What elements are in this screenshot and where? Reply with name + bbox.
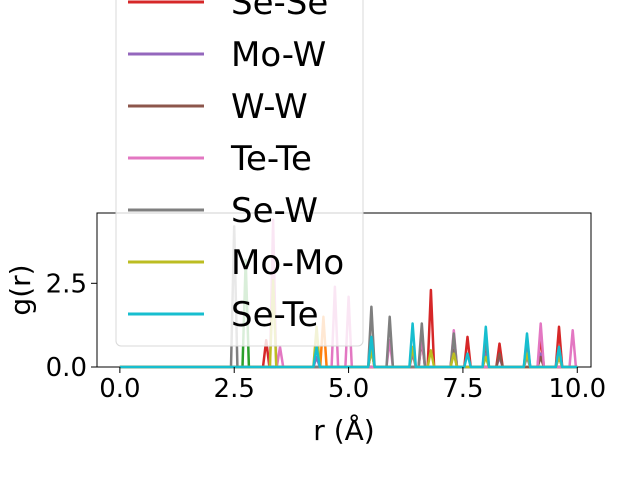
legend-label: Se-W bbox=[231, 191, 318, 231]
legend-label: Mo-W bbox=[231, 35, 326, 75]
x-axis-label: r (Å) bbox=[313, 413, 374, 447]
legend: Se-Se Mo-W W-W Te-Te Se-W Mo-Mo Se-Te bbox=[115, 0, 364, 347]
x-tick-label: 5.0 bbox=[328, 374, 369, 404]
x-tick-label: 0.0 bbox=[99, 374, 140, 404]
x-tick-label: 10.0 bbox=[548, 374, 606, 404]
x-tick-label: 2.5 bbox=[214, 374, 255, 404]
series-line-mo-w bbox=[119, 345, 578, 369]
legend-box bbox=[115, 0, 364, 347]
legend-label: Mo-Mo bbox=[231, 243, 344, 283]
legend-label: Te-Te bbox=[230, 139, 312, 179]
legend-label: W-W bbox=[231, 87, 308, 127]
x-axis-ticks: 0.0 2.5 5.0 7.5 10.0 bbox=[99, 367, 606, 404]
y-tick-label: 2.5 bbox=[46, 269, 87, 299]
y-axis-label: g(r) bbox=[4, 264, 37, 315]
legend-label: Se-Se bbox=[231, 0, 328, 23]
y-axis-ticks: 0.0 2.5 bbox=[46, 269, 97, 383]
series-line-se-te bbox=[119, 322, 578, 369]
y-tick-label: 0.0 bbox=[46, 353, 87, 383]
legend-label: Se-Te bbox=[231, 295, 319, 335]
x-tick-label: 7.5 bbox=[442, 374, 483, 404]
